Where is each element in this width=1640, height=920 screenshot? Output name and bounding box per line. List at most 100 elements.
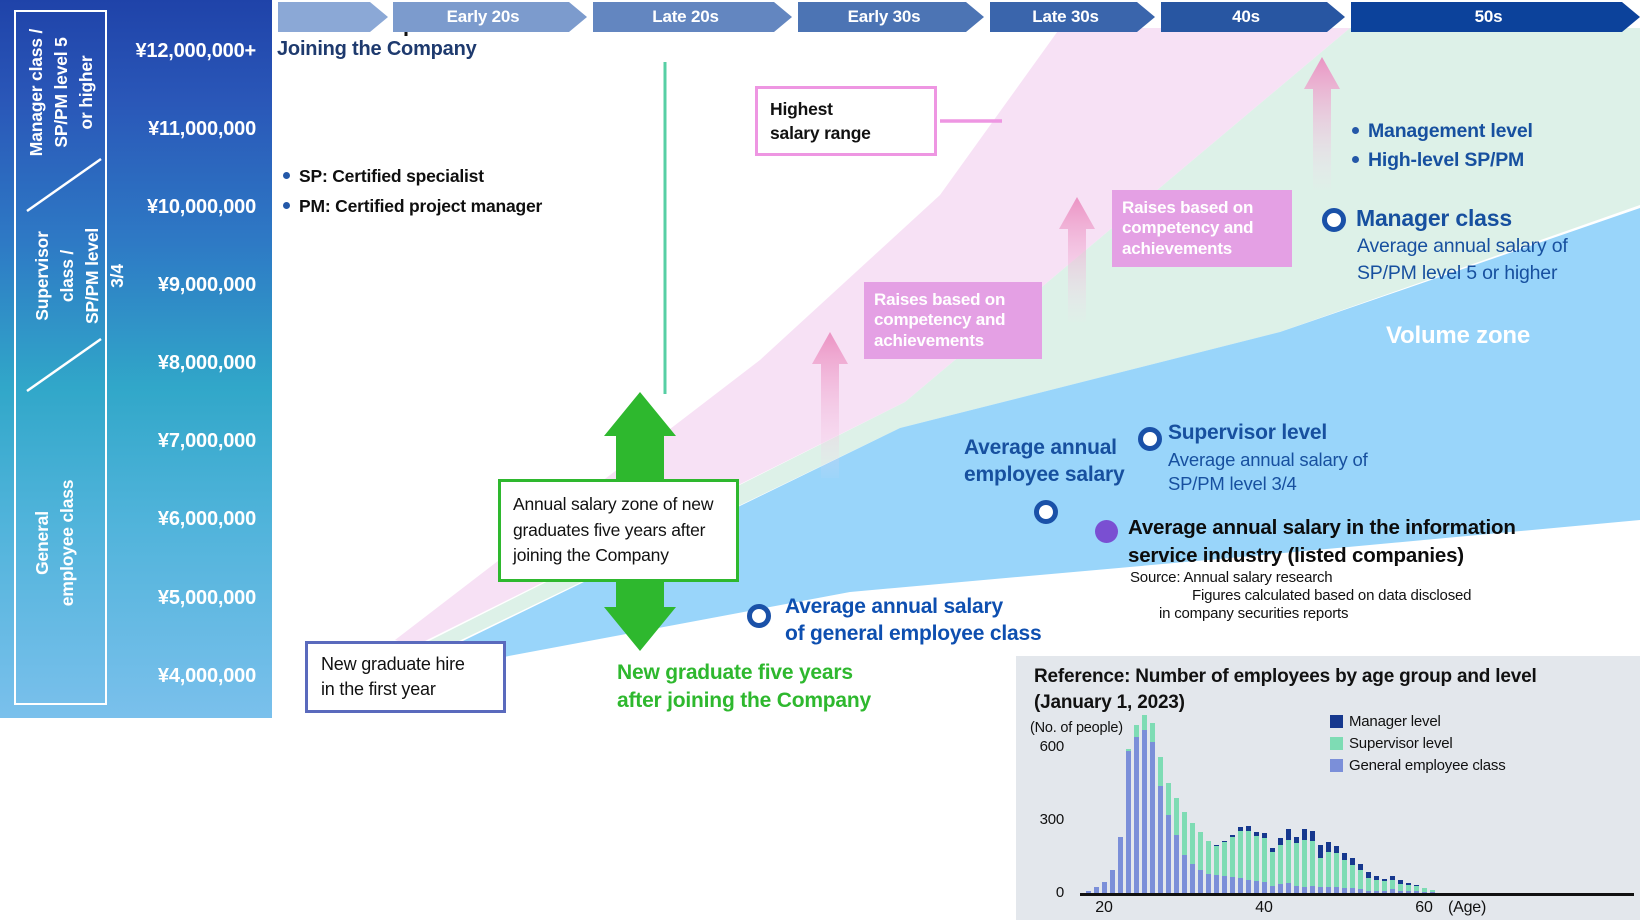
bar-age-44 xyxy=(1294,837,1299,893)
bar-segment xyxy=(1238,827,1243,831)
bar-segment xyxy=(1350,858,1355,865)
bar-segment xyxy=(1430,890,1435,892)
bar-segment xyxy=(1302,829,1307,840)
bar-segment xyxy=(1134,725,1139,737)
bar-age-23 xyxy=(1126,749,1131,893)
bar-segment xyxy=(1206,874,1211,893)
bar-segment xyxy=(1262,838,1267,882)
bar-age-35 xyxy=(1222,841,1227,893)
bar-segment xyxy=(1342,853,1347,860)
general-class-swatch-icon xyxy=(1330,759,1343,772)
bar-segment xyxy=(1302,840,1307,887)
new-graduate-hire-box: New graduate hire in the first year xyxy=(305,641,506,713)
bar-segment xyxy=(1414,886,1419,891)
raise-arrow-icon xyxy=(1304,57,1340,190)
bar-age-22 xyxy=(1118,837,1123,893)
bar-segment xyxy=(1406,885,1411,891)
salary-tick: ¥10,000,000 xyxy=(146,196,256,218)
bar-age-19 xyxy=(1094,887,1099,893)
timeline-stage-early30s: Early 30s xyxy=(798,2,984,32)
raise-arrow-icon xyxy=(812,332,848,478)
bar-segment xyxy=(1102,882,1107,893)
bar-segment xyxy=(1294,843,1299,886)
salary-tick: ¥11,000,000 xyxy=(148,118,256,140)
bar-segment xyxy=(1310,886,1315,893)
bar-segment xyxy=(1270,886,1275,893)
bar-segment xyxy=(1222,841,1227,842)
bar-segment xyxy=(1134,737,1139,893)
bar-age-38 xyxy=(1246,826,1251,893)
industry-source-line3: in company securities reports xyxy=(1159,605,1349,622)
timeline-stage-late20s: Late 20s xyxy=(593,2,792,32)
bar-age-55 xyxy=(1382,879,1387,893)
manager-class-title: Manager class xyxy=(1356,205,1512,231)
bar-segment xyxy=(1230,877,1235,893)
timeline-stage-40s: 40s xyxy=(1161,2,1345,32)
bar-segment xyxy=(1358,864,1363,870)
bar-age-48 xyxy=(1326,842,1331,893)
bar-age-21 xyxy=(1110,870,1115,893)
bar-age-27 xyxy=(1158,757,1163,893)
bar-segment xyxy=(1270,852,1275,886)
bar-segment xyxy=(1158,786,1163,893)
joining-company-label: Joining the Company xyxy=(277,38,477,60)
bar-segment xyxy=(1422,892,1427,893)
reference-employee-chart-panel: Reference: Number of employees by age gr… xyxy=(1016,656,1640,920)
bar-segment xyxy=(1390,876,1395,880)
industry-source-line2: Figures calculated based on data disclos… xyxy=(1192,587,1472,604)
bar-age-36 xyxy=(1230,835,1235,893)
bar-segment xyxy=(1246,826,1251,831)
industry-salary-title: Average annual salary in the information… xyxy=(1128,516,1516,567)
bar-segment xyxy=(1142,715,1147,730)
bar-age-59 xyxy=(1414,885,1419,893)
salary-tick: ¥5,000,000 xyxy=(157,587,256,609)
bar-segment xyxy=(1366,891,1371,893)
bar-segment xyxy=(1318,887,1323,893)
bar-segment xyxy=(1254,836,1259,881)
bar-segment xyxy=(1150,723,1155,742)
reference-y-unit: (No. of people) xyxy=(1030,720,1123,736)
industry-salary-marker-icon xyxy=(1095,520,1118,543)
bar-segment xyxy=(1182,855,1187,893)
supervisor-level-marker-icon xyxy=(1138,427,1162,451)
y-tick-0: 0 xyxy=(1055,884,1064,901)
bar-segment xyxy=(1214,846,1219,875)
bar-segment xyxy=(1350,888,1355,893)
bar-age-61 xyxy=(1430,890,1435,893)
bar-segment xyxy=(1342,888,1347,893)
bar-segment xyxy=(1406,891,1411,893)
bar-segment xyxy=(1278,838,1283,845)
bar-segment xyxy=(1150,742,1155,893)
bar-segment xyxy=(1206,841,1211,874)
manager-class-marker-icon xyxy=(1322,208,1346,232)
manager-class-desc: Average annual salary of SP/PM level 5 o… xyxy=(1357,235,1568,284)
pm-note: PM: Certified project manager xyxy=(283,196,542,217)
bar-segment xyxy=(1158,757,1163,786)
bar-segment xyxy=(1318,858,1323,887)
salary-tick: ¥12,000,000+ xyxy=(135,40,256,62)
bar-segment xyxy=(1190,823,1195,864)
bar-segment xyxy=(1350,865,1355,888)
class-labels-frame xyxy=(14,10,107,705)
bar-segment xyxy=(1326,852,1331,887)
bar-segment xyxy=(1334,853,1339,887)
bar-segment xyxy=(1246,880,1251,893)
x-axis-line xyxy=(1080,893,1634,896)
y-tick-300: 300 xyxy=(1039,811,1065,828)
bar-age-54 xyxy=(1374,876,1379,893)
legend-label: General employee class xyxy=(1349,757,1506,774)
bar-segment xyxy=(1318,845,1323,858)
bar-segment xyxy=(1326,887,1331,893)
bar-segment xyxy=(1390,880,1395,889)
bar-segment xyxy=(1086,891,1091,893)
bar-segment xyxy=(1310,831,1315,841)
bar-age-43 xyxy=(1286,829,1291,893)
x-axis-unit: (Age) xyxy=(1448,899,1487,916)
bar-age-29 xyxy=(1174,798,1179,893)
bar-age-18 xyxy=(1086,891,1091,893)
bar-segment xyxy=(1126,751,1131,893)
bar-segment xyxy=(1334,846,1339,853)
bar-age-30 xyxy=(1182,812,1187,893)
bar-age-47 xyxy=(1318,845,1323,893)
